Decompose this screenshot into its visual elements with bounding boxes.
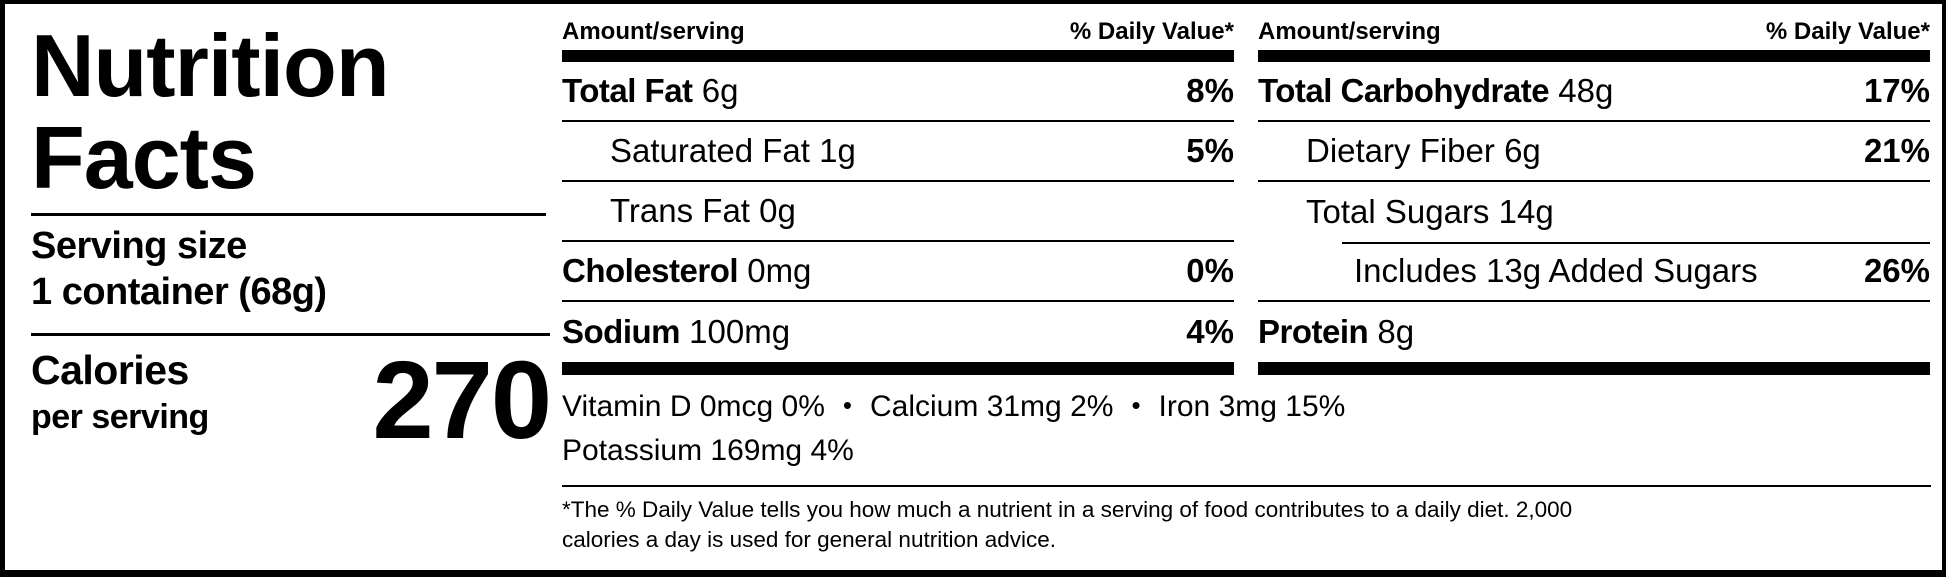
header-bar [562, 50, 1234, 62]
nutrient-amount: 6g [1504, 132, 1541, 169]
nutrient-row-dietary-fiber: Dietary Fiber 6g 21% [1258, 122, 1930, 182]
micro-vitamin-d: Vitamin D 0mcg 0% [562, 390, 825, 423]
serving-divider [31, 333, 550, 336]
daily-value-header: % Daily Value* [1069, 18, 1234, 45]
nutrient-row-saturated-fat: Saturated Fat 1g 5% [562, 122, 1234, 182]
nutrient-name: Total Sugars [1306, 193, 1490, 230]
nutrient-name: Dietary Fiber [1306, 132, 1495, 169]
nutrient-row-total-carbohydrate: Total Carbohydrate 48g 17% [1258, 62, 1930, 122]
nutrient-daily-value: 26% [1863, 252, 1930, 289]
nutrient-row-total-fat: Total Fat 6g 8% [562, 62, 1234, 122]
micro-potassium: Potassium 169mg 4% [562, 434, 854, 467]
nutrient-row-total-sugars: Total Sugars 14g [1258, 182, 1930, 242]
footnote-line-2: calories a day is used for general nutri… [562, 527, 1057, 552]
serving-size-block: Serving size 1 container (68g) [31, 223, 327, 315]
nutrient-daily-value: 17% [1863, 72, 1930, 109]
calories-block: Calories per serving 270 [31, 339, 552, 465]
nutrient-name-amount: Protein 8g [1258, 313, 1414, 351]
nutrient-name-amount: Includes 13g Added Sugars [1258, 252, 1758, 290]
nutrient-name-amount: Total Carbohydrate 48g [1258, 72, 1613, 110]
nutrient-amount: 14g [1498, 193, 1554, 230]
nutrient-name-amount: Saturated Fat 1g [562, 132, 856, 170]
footnote-divider [562, 485, 1931, 487]
calories-per-serving-label: per serving [31, 398, 209, 436]
title-line-2: Facts [31, 108, 257, 207]
nutrient-amount: 0mg [747, 252, 812, 289]
daily-value-header: % Daily Value* [1765, 18, 1930, 45]
nutrient-name-amount: Dietary Fiber 6g [1258, 132, 1541, 170]
amount-serving-header: Amount/serving [562, 18, 745, 45]
nutrient-daily-value: 21% [1863, 132, 1930, 169]
nutrient-name: Total Carbohydrate [1258, 72, 1550, 109]
title-divider [31, 213, 546, 216]
title-line-1: Nutrition [31, 16, 390, 115]
header-bar [1258, 50, 1930, 62]
nutrient-name: Trans Fat [610, 192, 750, 229]
column-header: Amount/serving % Daily Value* [1258, 4, 1930, 46]
nutrient-daily-value: 0% [1186, 252, 1234, 289]
column-header: Amount/serving % Daily Value* [562, 4, 1234, 46]
nutrient-name-amount: Total Fat 6g [562, 72, 738, 110]
column-bottom-bar [562, 362, 1234, 375]
amount-serving-header: Amount/serving [1258, 18, 1441, 45]
nutrient-column-right: Amount/serving % Daily Value* Total Carb… [1258, 4, 1930, 375]
column-bottom-bar [1258, 362, 1930, 375]
nutrient-name: Cholesterol [562, 252, 739, 289]
nutrient-name-amount: Cholesterol 0mg [562, 252, 811, 290]
micro-iron: Iron 3mg 15% [1158, 390, 1346, 423]
footnote-text: *The % Daily Value tells you how much a … [562, 495, 1922, 555]
calories-labels: Calories per serving [31, 345, 550, 439]
nutrient-name: Saturated Fat [610, 132, 810, 169]
nutrient-daily-value: 5% [1186, 132, 1234, 169]
nutrient-name: Includes 13g Added Sugars [1354, 252, 1758, 289]
serving-size-label: Serving size [31, 225, 247, 267]
serving-size-value: 1 container (68g) [31, 271, 327, 313]
nutrient-amount: 48g [1558, 72, 1614, 109]
nutrient-row-cholesterol: Cholesterol 0mg 0% [562, 242, 1234, 302]
nutrient-name: Total Fat [562, 72, 693, 109]
nutrient-row-trans-fat: Trans Fat 0g [562, 182, 1234, 242]
nutrient-daily-value: 8% [1186, 72, 1234, 109]
nutrient-amount: 6g [701, 72, 739, 109]
nutrient-row-sodium: Sodium 100mg 4% [562, 302, 1234, 362]
bullet-separator: • [1131, 390, 1141, 420]
nutrient-row-added-sugars: Includes 13g Added Sugars 26% [1258, 242, 1930, 302]
nutrient-row-protein: Protein 8g [1258, 302, 1930, 362]
calories-value: 270 [372, 339, 552, 462]
nutrient-daily-value: 4% [1186, 313, 1234, 350]
nutrient-name-amount: Total Sugars 14g [1258, 193, 1554, 231]
bullet-separator: • [842, 390, 852, 420]
nutrient-name-amount: Sodium 100mg [562, 313, 790, 351]
nutrient-amount: 1g [819, 132, 856, 169]
micronutrients-line-1: Vitamin D 0mcg 0% • Calcium 31mg 2% • Iron 3… [562, 383, 1931, 429]
nutrient-name-amount: Trans Fat 0g [562, 192, 796, 230]
nutrition-facts-title: Nutrition Facts [31, 4, 550, 204]
footnote-line-1: *The % Daily Value tells you how much a … [562, 497, 1573, 522]
nutrient-amount: 8g [1377, 313, 1415, 350]
nutrient-name: Sodium [562, 313, 681, 350]
left-panel: Nutrition Facts Serving size 1 container… [31, 4, 552, 570]
calories-label: Calories [31, 347, 189, 393]
nutrient-column-left: Amount/serving % Daily Value* Total Fat … [562, 4, 1234, 375]
micronutrients-block: Vitamin D 0mcg 0% • Calcium 31mg 2% • Iron 3… [562, 383, 1931, 473]
nutrient-name: Protein [1258, 313, 1369, 350]
micro-calcium: Calcium 31mg 2% [870, 390, 1114, 423]
nutrient-amount: 100mg [689, 313, 791, 350]
nutrient-amount: 0g [759, 192, 796, 229]
